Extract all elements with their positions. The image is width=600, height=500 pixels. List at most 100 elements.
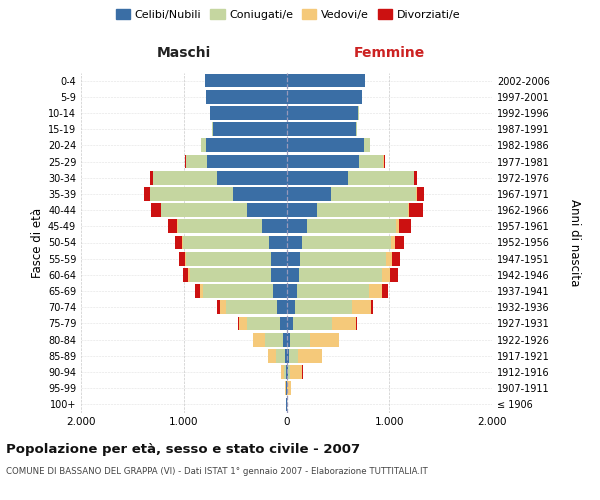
Bar xyxy=(287,365,290,379)
Bar xyxy=(268,349,277,362)
Bar xyxy=(392,252,400,266)
Bar xyxy=(290,365,302,379)
Y-axis label: Anni di nascita: Anni di nascita xyxy=(568,199,581,286)
Bar xyxy=(153,171,217,184)
Bar xyxy=(382,284,388,298)
Bar xyxy=(382,268,390,282)
Bar xyxy=(277,300,287,314)
Bar xyxy=(390,268,398,282)
Bar xyxy=(383,154,385,168)
Bar xyxy=(185,252,187,266)
Bar xyxy=(287,252,300,266)
Bar xyxy=(299,268,382,282)
Bar xyxy=(283,333,287,346)
Bar xyxy=(331,187,416,201)
Bar xyxy=(399,220,412,233)
Bar xyxy=(287,236,302,250)
Bar xyxy=(287,349,289,362)
Bar xyxy=(415,171,417,184)
Bar xyxy=(371,300,373,314)
Bar xyxy=(226,300,277,314)
Bar xyxy=(151,171,153,184)
Bar xyxy=(395,236,404,250)
Bar xyxy=(185,154,186,168)
Bar xyxy=(238,316,239,330)
Bar xyxy=(290,333,310,346)
Bar xyxy=(364,138,370,152)
Bar xyxy=(287,187,331,201)
Bar xyxy=(200,284,203,298)
Bar xyxy=(287,203,317,217)
Bar xyxy=(287,268,299,282)
Bar xyxy=(287,74,365,88)
Bar xyxy=(151,203,161,217)
Bar xyxy=(298,349,322,362)
Bar xyxy=(271,268,287,282)
Bar xyxy=(269,236,287,250)
Bar xyxy=(293,316,332,330)
Bar xyxy=(211,106,287,120)
Bar xyxy=(416,187,417,201)
Bar xyxy=(239,316,247,330)
Bar xyxy=(408,203,409,217)
Bar xyxy=(386,252,392,266)
Bar xyxy=(201,138,206,152)
Bar xyxy=(220,300,226,314)
Bar xyxy=(356,316,358,330)
Bar xyxy=(286,365,287,379)
Bar xyxy=(307,220,397,233)
Bar xyxy=(280,316,287,330)
Bar xyxy=(168,220,177,233)
Bar xyxy=(300,252,386,266)
Y-axis label: Fasce di età: Fasce di età xyxy=(31,208,44,278)
Bar xyxy=(186,154,208,168)
Bar xyxy=(287,154,359,168)
Bar xyxy=(205,74,287,88)
Text: Femmine: Femmine xyxy=(353,46,425,60)
Bar xyxy=(277,349,284,362)
Bar xyxy=(203,284,273,298)
Legend: Celibi/Nubili, Coniugati/e, Vedovi/e, Divorziati/e: Celibi/Nubili, Coniugati/e, Vedovi/e, Di… xyxy=(112,6,464,23)
Bar xyxy=(175,236,182,250)
Bar xyxy=(247,316,280,330)
Bar xyxy=(310,333,339,346)
Bar xyxy=(287,220,307,233)
Bar xyxy=(265,333,283,346)
Bar xyxy=(273,284,287,298)
Bar xyxy=(332,316,356,330)
Bar xyxy=(348,171,414,184)
Bar xyxy=(409,203,422,217)
Bar xyxy=(183,268,188,282)
Bar xyxy=(271,252,287,266)
Bar xyxy=(284,365,286,379)
Bar xyxy=(397,220,399,233)
Bar xyxy=(161,203,247,217)
Bar xyxy=(187,252,271,266)
Bar xyxy=(295,300,352,314)
Bar xyxy=(233,187,287,201)
Bar xyxy=(281,365,284,379)
Bar xyxy=(287,300,295,314)
Bar xyxy=(183,236,269,250)
Bar xyxy=(317,203,408,217)
Text: Maschi: Maschi xyxy=(157,46,211,60)
Bar xyxy=(359,154,383,168)
Bar xyxy=(144,187,149,201)
Bar xyxy=(417,187,424,201)
Bar xyxy=(206,90,287,104)
Bar xyxy=(284,349,287,362)
Bar xyxy=(287,122,356,136)
Bar xyxy=(262,220,287,233)
Text: Popolazione per età, sesso e stato civile - 2007: Popolazione per età, sesso e stato civil… xyxy=(6,442,360,456)
Bar xyxy=(287,138,364,152)
Bar xyxy=(287,316,293,330)
Bar xyxy=(188,268,190,282)
Bar xyxy=(217,171,287,184)
Bar xyxy=(253,333,265,346)
Bar xyxy=(206,138,287,152)
Bar xyxy=(178,220,262,233)
Bar xyxy=(287,333,290,346)
Bar xyxy=(190,268,271,282)
Bar xyxy=(369,284,382,298)
Bar xyxy=(247,203,287,217)
